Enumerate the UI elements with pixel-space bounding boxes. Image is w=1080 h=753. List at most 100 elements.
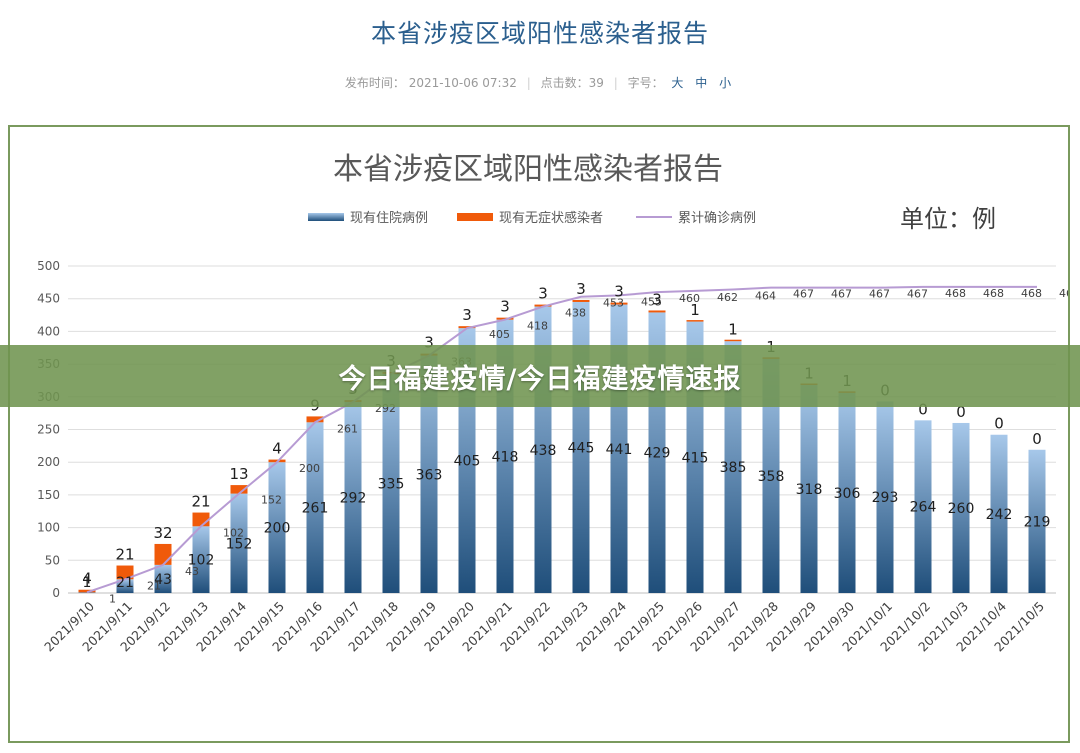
bar-hospital [800,385,818,593]
data-label-hospital: 445 [568,440,595,456]
data-label-hospital: 438 [530,443,557,459]
data-label-hospital: 318 [796,482,823,498]
meta-separator: | [526,76,531,90]
data-label-hospital: 293 [872,490,899,506]
data-label-hospital: 335 [378,476,405,492]
bar-hospital [344,402,362,593]
data-label-asymptomatic: 0 [994,415,1004,433]
publish-label: 发布时间： [344,76,405,90]
data-label-asymptomatic: 21 [191,493,210,511]
data-label-asymptomatic: 3 [576,280,586,298]
bar-hospital [876,401,894,593]
data-label-hospital: 385 [720,460,747,476]
data-label-hospital: 441 [606,442,633,458]
bar-hospital [154,564,172,593]
font-size-small-link[interactable]: 小 [719,76,732,90]
data-label-hospital: 21 [116,575,134,591]
data-label-cumulative: 462 [717,291,738,304]
bar-asymptomatic [686,320,704,322]
data-label-cumulative: 43 [185,565,199,578]
bar-hospital [78,592,96,593]
bar-asymptomatic [724,339,742,342]
data-label-hospital: 363 [416,467,443,483]
y-tick-label: 150 [37,488,60,502]
bar-hospital [914,420,932,593]
data-label-cumulative: 468 [1059,287,1068,300]
bar-hospital [306,422,324,593]
click-count: 点击数：39 [540,76,604,90]
data-label-cumulative: 455 [641,295,662,308]
data-label-asymptomatic: 4 [82,570,92,588]
data-label-asymptomatic: 13 [229,465,248,483]
data-label-hospital: 429 [644,446,671,462]
y-tick-label: 250 [37,423,60,437]
line-cumulative [86,285,1037,594]
data-label-cumulative: 467 [907,288,928,301]
y-tick-label: 100 [37,521,60,535]
data-label-cumulative: 464 [755,290,776,303]
data-label-hospital: 219 [1024,514,1051,530]
bar-hospital [1028,449,1046,593]
chart-title: 本省涉疫区域阳性感染者报告 [333,152,723,187]
data-label-cumulative: 468 [945,287,966,300]
bar-asymptomatic [116,565,134,580]
data-label-cumulative: 468 [983,287,1004,300]
font-size-medium-link[interactable]: 中 [695,76,708,90]
font-size-label: 字号： [627,76,664,90]
bar-asymptomatic [306,416,324,423]
bar-asymptomatic [78,589,96,593]
unit-label: 单位：例 [900,205,996,233]
bar-asymptomatic [610,302,628,305]
bar-hospital [382,373,400,593]
headline-banner[interactable]: 今日福建疫情/今日福建疫情速报 [0,345,1080,407]
bar-asymptomatic [572,300,590,302]
data-label-asymptomatic: 0 [918,400,928,418]
data-label-asymptomatic: 3 [500,298,510,316]
data-label-hospital: 261 [302,501,329,517]
bar-hospital [990,434,1008,593]
data-label-hospital: 264 [910,500,937,516]
data-label-cumulative: 200 [299,462,320,475]
data-label-cumulative: 467 [793,288,814,301]
data-label-hospital: 200 [264,521,291,537]
legend-swatch-hospital [308,213,344,221]
y-tick-label: 50 [45,553,60,567]
bar-hospital [952,422,970,593]
font-size-large-link[interactable]: 大 [671,76,684,90]
data-label-asymptomatic: 1 [728,321,738,339]
page-title: 本省涉疫区域阳性感染者报告 [370,19,709,48]
data-label-cumulative: 438 [565,307,586,320]
bar-hospital [230,493,248,593]
data-label-cumulative: 467 [831,288,852,301]
data-label-cumulative: 468 [1021,287,1042,300]
y-tick-label: 0 [52,586,60,600]
bar-hospital [762,358,780,593]
bar-hospital [420,355,438,593]
data-label-cumulative: 467 [869,288,890,301]
data-label-hospital: 1 [83,575,92,591]
data-label-hospital: 358 [758,469,785,485]
y-tick-label: 200 [37,455,60,469]
data-label-hospital: 152 [226,536,253,552]
bar-hospital [116,579,134,593]
bar-asymptomatic [230,485,248,494]
y-tick-label: 450 [37,292,60,306]
bar-asymptomatic [154,543,172,565]
publish-time: 2021-10-06 07:32 [408,76,517,90]
data-label-cumulative: 21 [147,579,161,592]
data-label-hospital: 306 [834,486,861,502]
data-label-asymptomatic: 0 [1032,430,1042,448]
data-label-asymptomatic: 4 [272,440,282,458]
bar-hospital [838,392,856,593]
data-label-asymptomatic: 0 [956,403,966,421]
legend-label-cumulative: 累计确诊病例 [678,211,756,226]
data-label-cumulative: 418 [527,320,548,333]
data-label-hospital: 415 [682,450,709,466]
data-label-hospital: 242 [986,507,1013,523]
data-label-hospital: 260 [948,501,975,517]
data-label-asymptomatic: 21 [115,546,134,564]
data-label-hospital: 405 [454,454,481,470]
bar-hospital [268,462,286,593]
y-tick-label: 400 [37,324,60,338]
